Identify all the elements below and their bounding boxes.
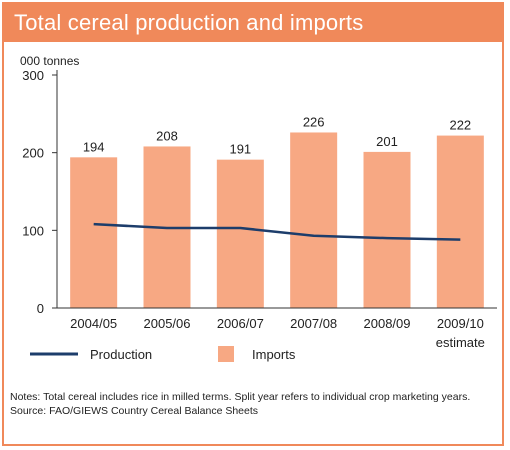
y-tick-label: 300 xyxy=(22,68,44,83)
x-tick-label: 2007/08 xyxy=(290,316,337,331)
y-unit-label: 000 tonnes xyxy=(20,54,79,68)
x-tick-label: 2004/05 xyxy=(70,316,117,331)
x-tick-sublabel: estimate xyxy=(436,335,485,350)
source-text: Source: FAO/GIEWS Country Cereal Balance… xyxy=(10,404,480,418)
bar-imports xyxy=(217,160,264,308)
x-tick-label: 2008/09 xyxy=(364,316,411,331)
bar-imports xyxy=(364,152,411,308)
notes-text: Notes: Total cereal includes rice in mil… xyxy=(10,390,480,404)
y-tick-label: 0 xyxy=(37,301,44,316)
bar-imports xyxy=(70,157,117,308)
x-tick-label: 2005/06 xyxy=(144,316,191,331)
bar-imports xyxy=(437,136,484,308)
bar-data-label: 222 xyxy=(449,118,471,133)
bar-data-label: 201 xyxy=(376,134,398,149)
x-tick-label: 2009/10 xyxy=(437,316,484,331)
chart-notes: Notes: Total cereal includes rice in mil… xyxy=(10,390,480,418)
y-tick-label: 100 xyxy=(22,223,44,238)
bar-data-label: 226 xyxy=(303,114,325,129)
x-tick-label: 2006/07 xyxy=(217,316,264,331)
legend-label-production: Production xyxy=(90,347,152,362)
bar-data-label: 194 xyxy=(83,139,105,154)
y-tick-label: 200 xyxy=(22,146,44,161)
bar-data-label: 208 xyxy=(156,128,178,143)
bar-imports xyxy=(290,132,337,308)
legend-label-imports: Imports xyxy=(252,347,296,362)
legend-swatch-imports xyxy=(218,346,234,362)
bar-data-label: 191 xyxy=(229,142,251,157)
